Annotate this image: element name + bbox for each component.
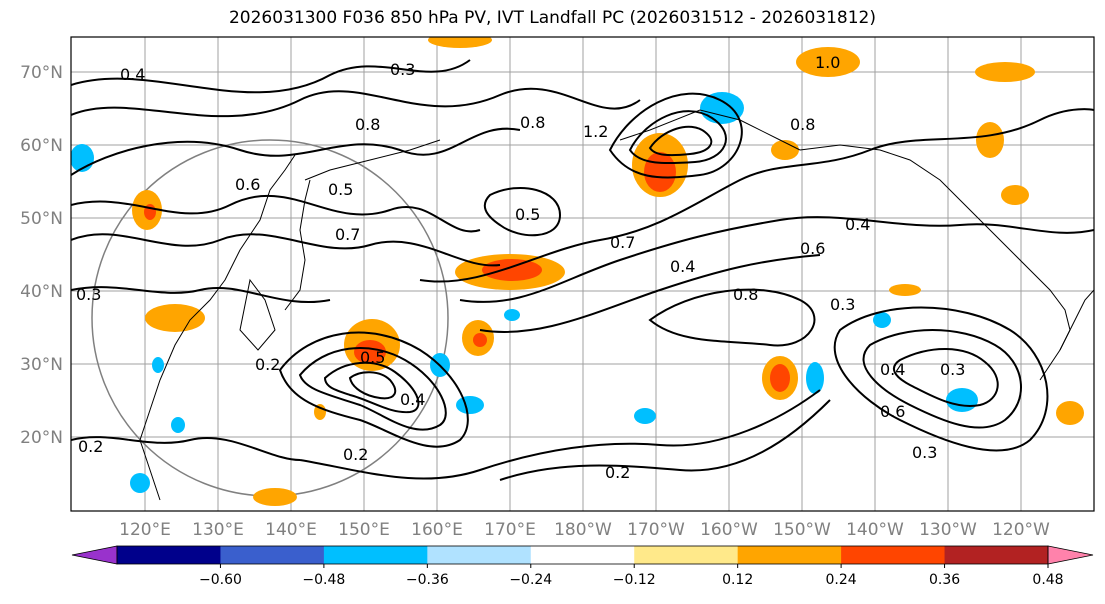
lon-label: 180°W (554, 520, 612, 540)
contour-label: 0.6 (880, 402, 905, 421)
colorbar-extend-max (1047, 545, 1094, 565)
colorbar-segment (117, 546, 221, 564)
lon-label: 160°W (700, 520, 758, 540)
colorbar-segment (841, 546, 946, 564)
contour-label: 0.8 (520, 113, 545, 132)
colorbar-frame (116, 545, 1049, 565)
contour-label: 0.7 (610, 233, 635, 252)
lat-label: 70°N (20, 63, 63, 83)
map-panel: 0.4 0.3 0.8 1.2 1.0 0.5 0.6 0.7 0.2 0.4 … (70, 36, 1095, 512)
contour-labels: 0.4 0.3 0.8 1.2 1.0 0.5 0.6 0.7 0.2 0.4 … (76, 53, 965, 482)
colorbar-tick-label: 0.24 (826, 572, 857, 588)
longitude-labels: 120°E 130°E 140°E 150°E 160°E 170°E 180°… (119, 520, 1050, 540)
contour-label: 0.2 (255, 355, 280, 374)
colorbar-tick-label: −0.60 (199, 572, 242, 588)
contour-label: 0.4 (880, 360, 905, 379)
contour-label: 0.2 (605, 463, 630, 482)
lat-label: 20°N (20, 428, 63, 448)
colorbar-tick-label: −0.36 (406, 572, 449, 588)
contour-label: 1.2 (583, 122, 608, 141)
colorbar-segment (530, 546, 635, 564)
colorbar: −0.60 −0.48 −0.36 −0.24 −0.12 0.12 0.24 0.36 0.4… (71, 545, 1094, 588)
shading-negative (71, 92, 978, 493)
contour-label: 0.4 (670, 257, 695, 276)
colorbar-tick-label: 0.12 (722, 572, 753, 588)
contour-label: 1.0 (815, 53, 840, 72)
graticule (71, 37, 1094, 511)
colorbar-segment (427, 546, 532, 564)
lon-label: 170°E (484, 520, 536, 540)
colorbar-tick-label: 0.48 (1032, 572, 1063, 588)
colorbar-segment (220, 546, 325, 564)
contour-label: 0.3 (390, 60, 415, 79)
lon-label: 140°W (846, 520, 904, 540)
contour-label: 0.4 (120, 65, 145, 84)
lat-label: 30°N (20, 355, 63, 375)
contour-label: 0.6 (800, 239, 825, 258)
colorbar-segment (944, 546, 1049, 564)
contour-label: 0.3 (912, 443, 937, 462)
lon-label: 120°W (992, 520, 1050, 540)
contour-label: 0.2 (343, 445, 368, 464)
colorbar-tick-label: −0.48 (302, 572, 345, 588)
chart-title: 2026031300 F036 850 hPa PV, IVT Landfall… (228, 8, 876, 28)
colorbar-tick-label: 0.36 (929, 572, 960, 588)
contour-label: 0.3 (830, 295, 855, 314)
lon-label: 160°E (411, 520, 463, 540)
latitude-labels: 70°N 60°N 50°N 40°N 30°N 20°N (20, 63, 63, 448)
contour-label: 0.3 (76, 285, 101, 304)
lon-label: 140°E (265, 520, 317, 540)
lon-label: 130°W (919, 520, 977, 540)
lon-label: 120°E (119, 520, 171, 540)
lon-label: 150°E (338, 520, 390, 540)
colorbar-extend-min (71, 545, 118, 565)
lon-label: 130°E (192, 520, 244, 540)
contour-label: 0.4 (845, 215, 870, 234)
colorbar-tick-label: −0.24 (509, 572, 552, 588)
lat-label: 40°N (20, 282, 63, 302)
lon-label: 150°W (773, 520, 831, 540)
lat-label: 60°N (20, 136, 63, 156)
contour-label: 0.7 (335, 225, 360, 244)
colorbar-tick-label: −0.12 (613, 572, 656, 588)
contour-label: 0.5 (328, 180, 353, 199)
lon-label: 170°W (627, 520, 685, 540)
contour-label: 0.5 (515, 205, 540, 224)
contour-label: 0.8 (790, 115, 815, 134)
lat-label: 50°N (20, 209, 63, 229)
contour-label: 0.6 (235, 175, 260, 194)
contour-label: 0.8 (355, 115, 380, 134)
pv-contours (71, 59, 1094, 481)
contour-label: 0.2 (78, 437, 103, 456)
colorbar-segment (323, 546, 428, 564)
contour-label: 0.8 (733, 285, 758, 304)
contour-label: 0.3 (940, 360, 965, 379)
contour-label: 0.5 (360, 348, 385, 367)
contour-label: 0.4 (400, 390, 425, 409)
colorbar-segment (634, 546, 739, 564)
colorbar-segment (737, 546, 842, 564)
